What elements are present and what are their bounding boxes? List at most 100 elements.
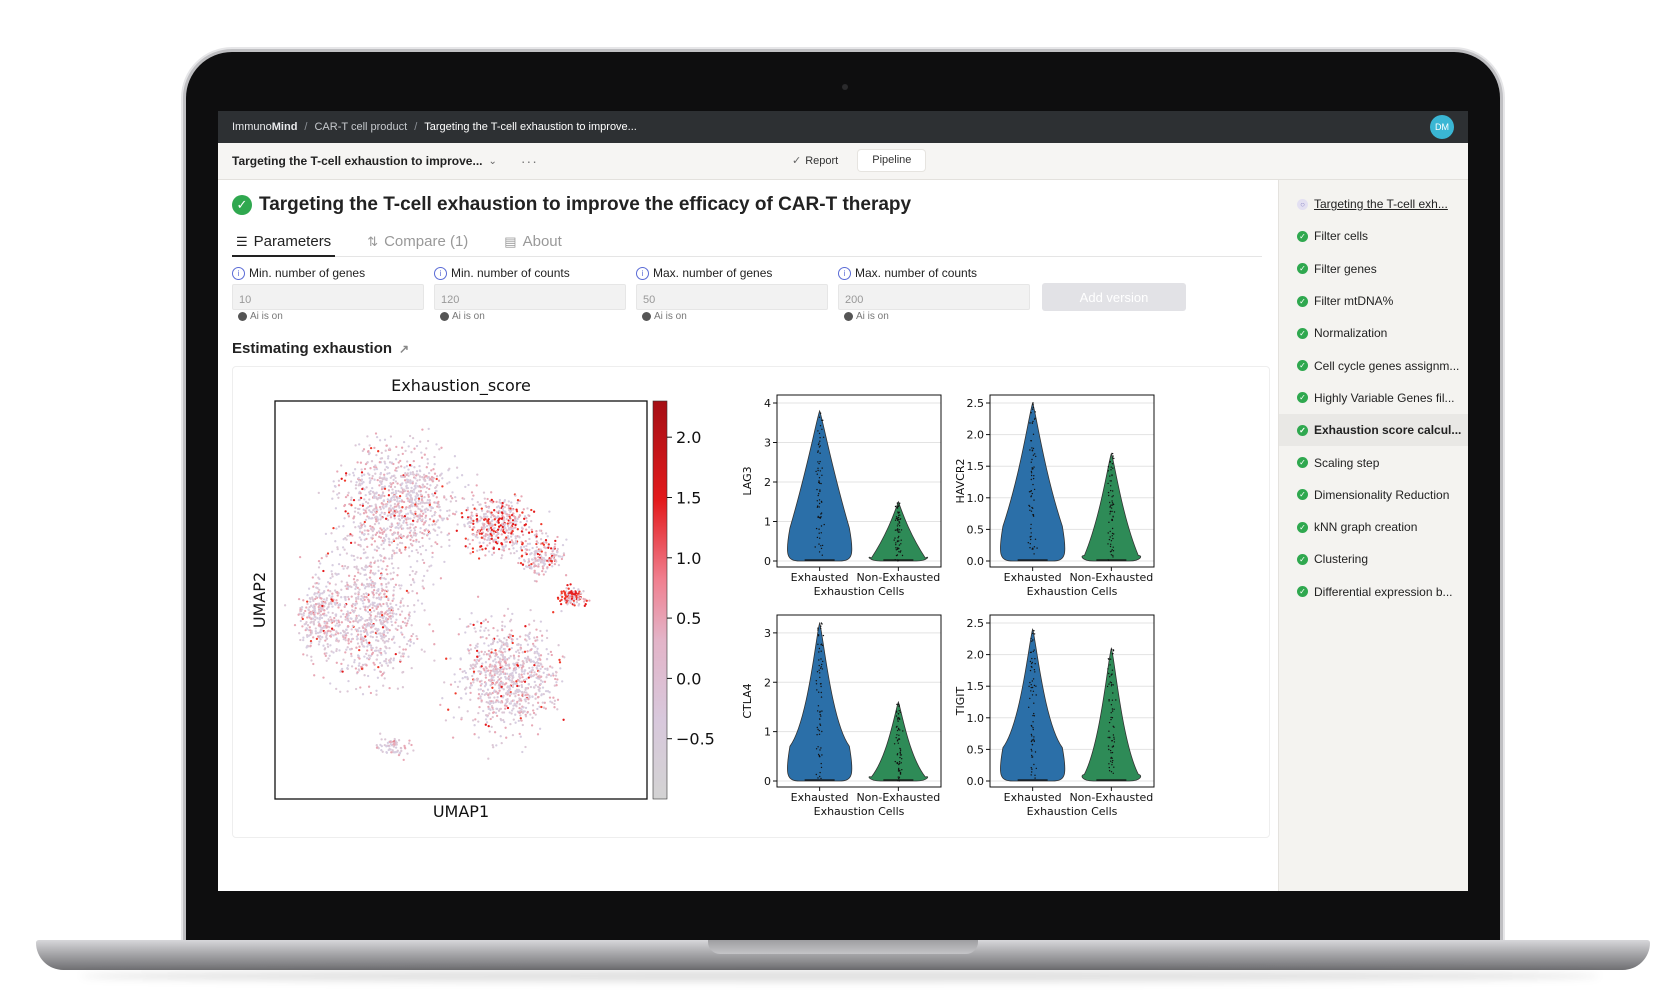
info-icon[interactable]: i [232, 266, 245, 280]
ai-toggle[interactable]: Ai is on [838, 311, 1030, 322]
min-genes-input[interactable]: 10 [232, 284, 424, 310]
max-counts-input[interactable]: 200 [838, 284, 1030, 310]
umap-point [555, 681, 558, 684]
pipeline-step-label: Normalization [1314, 326, 1388, 341]
info-icon[interactable]: i [838, 266, 851, 280]
more-icon[interactable]: ··· [520, 153, 538, 169]
section-title-text: Estimating exhaustion [232, 340, 393, 357]
violin-point [900, 539, 902, 541]
breadcrumb-project[interactable]: CAR-T cell product [314, 121, 408, 133]
umap-point [357, 620, 360, 623]
pipeline-step[interactable]: ○ Targeting the T-cell exh... [1279, 188, 1468, 220]
umap-point [336, 594, 339, 597]
umap-point [545, 541, 548, 544]
umap-point [476, 655, 479, 658]
chevron-down-icon[interactable]: ⌄ [488, 155, 497, 167]
tab-report[interactable]: ✓ Report [778, 150, 852, 171]
pipeline-step[interactable]: ✓ Differential expression b... [1279, 576, 1468, 608]
umap-point [345, 648, 348, 651]
umap-point [373, 548, 376, 551]
pipeline-step[interactable]: ✓ Filter genes [1279, 253, 1468, 285]
umap-point [416, 485, 419, 488]
umap-point [399, 587, 402, 590]
umap-point [533, 663, 536, 667]
umap-point [487, 629, 490, 632]
umap-point [560, 557, 564, 561]
umap-point [374, 464, 377, 467]
pipeline-step[interactable]: ✓ Dimensionality Reduction [1279, 479, 1468, 511]
param-max-counts: i Max. number of counts 200 Ai is on [838, 266, 1030, 322]
avatar[interactable]: DM [1430, 115, 1454, 139]
umap-point [480, 699, 483, 702]
umap-point [401, 652, 404, 655]
external-link-icon[interactable]: ↗ [399, 341, 410, 356]
breadcrumb-current[interactable]: Targeting the T-cell exhaustion to impro… [424, 121, 637, 133]
pipeline-step[interactable]: ✓ Scaling step [1279, 446, 1468, 478]
tab-about[interactable]: ▤ About [500, 228, 566, 255]
doc-title[interactable]: Targeting the T-cell exhaustion to impro… [232, 154, 483, 168]
umap-point [347, 574, 351, 577]
umap-point [459, 696, 463, 700]
ai-label: Ai is on [654, 311, 687, 322]
pipeline-step[interactable]: ✓ Cell cycle genes assignm... [1279, 349, 1468, 381]
ai-toggle[interactable]: Ai is on [636, 311, 828, 322]
pipeline-step[interactable]: ✓ Clustering [1279, 543, 1468, 575]
umap-point [497, 709, 501, 712]
violin-point [1110, 685, 1113, 687]
tab-pipeline[interactable]: Pipeline [858, 150, 926, 171]
umap-point [317, 559, 321, 563]
x-tick-label: Exhausted [1004, 571, 1062, 584]
umap-point [398, 506, 401, 509]
umap-point [533, 686, 536, 689]
umap-point [304, 622, 308, 625]
pipeline-step[interactable]: ✓ Exhaustion score calcul... [1279, 414, 1468, 447]
content-tabs: ☰ Parameters ⇅ Compare (1) ▤ About [232, 228, 1262, 257]
add-version-button[interactable]: Add version [1042, 283, 1186, 311]
umap-point [554, 670, 558, 674]
umap-point [527, 531, 531, 534]
umap-point [532, 644, 535, 647]
umap-point [449, 683, 453, 686]
pipeline-step[interactable]: ✓ Normalization [1279, 317, 1468, 349]
tab-parameters[interactable]: ☰ Parameters [232, 228, 336, 257]
violin-point [1112, 745, 1115, 748]
violin-point [1033, 669, 1036, 671]
umap-point [375, 531, 379, 534]
umap-point [329, 644, 332, 647]
umap-point [415, 540, 418, 543]
figure-panel: Exhaustion_score UMAP1 UMAP2 2.0 1.5 1.0 0.5 0.… [232, 366, 1270, 838]
umap-point [338, 553, 342, 556]
umap-point [540, 556, 544, 559]
umap-point [390, 541, 393, 544]
umap-point [511, 612, 514, 616]
tab-compare[interactable]: ⇅ Compare (1) [363, 228, 472, 255]
umap-point [457, 706, 461, 709]
info-icon[interactable]: i [434, 266, 447, 280]
umap-point [582, 597, 585, 601]
umap-point [398, 535, 401, 538]
violin-point [1107, 491, 1110, 494]
violin-point [1032, 454, 1035, 456]
ai-toggle[interactable]: Ai is on [232, 311, 424, 322]
info-icon[interactable]: i [636, 266, 649, 280]
violin-point [1111, 535, 1113, 537]
umap-point [414, 503, 417, 506]
violin-point [818, 416, 821, 418]
umap-point [336, 546, 339, 549]
umap-point [470, 511, 473, 514]
max-genes-input[interactable]: 50 [636, 284, 828, 310]
violin-point [1036, 547, 1038, 549]
umap-point [478, 654, 481, 657]
brand-logo[interactable]: ImmunoMind [232, 121, 297, 133]
pipeline-step[interactable]: ✓ Filter cells [1279, 220, 1468, 252]
pipeline-step[interactable]: ✓ Highly Variable Genes fil... [1279, 382, 1468, 414]
umap-point [509, 552, 512, 555]
pipeline-step[interactable]: ✓ Filter mtDNA% [1279, 285, 1468, 317]
umap-point [368, 618, 371, 621]
pipeline-step[interactable]: ✓ kNN graph creation [1279, 511, 1468, 543]
min-counts-input[interactable]: 120 [434, 284, 626, 310]
umap-point [394, 476, 397, 480]
ai-toggle[interactable]: Ai is on [434, 311, 626, 322]
umap-point [334, 540, 337, 543]
umap-point [558, 658, 561, 662]
